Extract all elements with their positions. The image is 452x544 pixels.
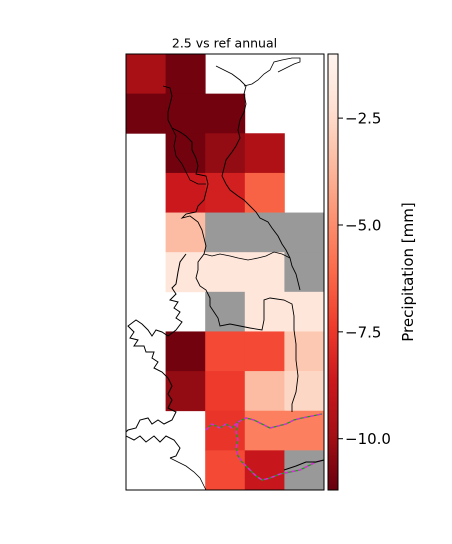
heatmap-cell — [244, 252, 285, 293]
colorbar-tick-label: −5.0 — [345, 216, 381, 234]
heatmap-cell — [284, 371, 325, 412]
basin-boundary-green — [205, 419, 325, 481]
heatmap-cell — [205, 450, 246, 491]
colorbar-tick-label: −2.5 — [345, 110, 381, 128]
colorbar: −2.5 −5.0 −7.5 −10.0 Precipitation [mm] — [327, 53, 417, 491]
heatmap-cell — [244, 133, 285, 174]
heatmap-cell — [165, 371, 206, 412]
border-line-east — [215, 65, 301, 291]
border-line-interior — [171, 127, 206, 185]
heatmap-cell — [244, 450, 285, 491]
heatmap-cell — [165, 331, 206, 372]
heatmap-cell — [205, 93, 246, 134]
heatmap-cells — [126, 54, 325, 491]
heatmap-cell — [284, 331, 325, 372]
chart-title: 2.5 vs ref annual — [172, 36, 277, 51]
heatmap-cell-missing — [244, 212, 285, 253]
heatmap-cell — [126, 54, 166, 95]
heatmap-cell — [165, 93, 206, 134]
border-line-south — [169, 457, 207, 491]
heatmap-cell-missing — [284, 252, 325, 293]
colorbar-gradient — [327, 53, 339, 491]
heatmap-cell — [244, 410, 285, 451]
map-plot-area — [125, 53, 325, 491]
heatmap-cell — [205, 172, 246, 213]
colorbar-ticks: −2.5 −5.0 −7.5 −10.0 — [338, 110, 391, 448]
heatmap-cell — [244, 371, 285, 412]
map-overlays — [125, 57, 325, 491]
border-line-main — [162, 85, 299, 412]
coastline-south — [283, 459, 325, 471]
heatmap-cell-missing — [284, 212, 325, 253]
heatmap-cell — [205, 410, 246, 451]
colorbar-tick-label: −7.5 — [345, 323, 381, 341]
heatmap-cell — [244, 291, 285, 332]
heatmap-cell — [244, 172, 285, 213]
coastline-west — [125, 253, 187, 433]
heatmap-cell — [165, 252, 206, 293]
border-line-mid — [203, 251, 291, 261]
heatmap-cell — [244, 331, 285, 372]
colorbar-label: Precipitation [mm] — [399, 202, 417, 341]
heatmap-cell — [165, 212, 206, 253]
heatmap-cell — [205, 252, 246, 293]
heatmap-cell — [165, 133, 206, 174]
heatmap-cell-missing — [205, 212, 246, 253]
boundary-upper-magenta — [237, 413, 323, 429]
heatmap-cell — [284, 410, 325, 451]
heatmap-cell — [205, 371, 246, 412]
heatmap-cell — [165, 54, 206, 95]
heatmap-cell — [284, 291, 325, 332]
heatmap-cell — [165, 172, 206, 213]
heatmap-cell — [126, 93, 166, 134]
border-line-north — [243, 57, 301, 87]
heatmap-cell-missing — [284, 450, 325, 491]
coastline-west-lower — [125, 435, 181, 459]
heatmap-cell — [205, 331, 246, 372]
map-frame — [125, 53, 325, 491]
colorbar-tick-label: −10.0 — [345, 430, 391, 448]
